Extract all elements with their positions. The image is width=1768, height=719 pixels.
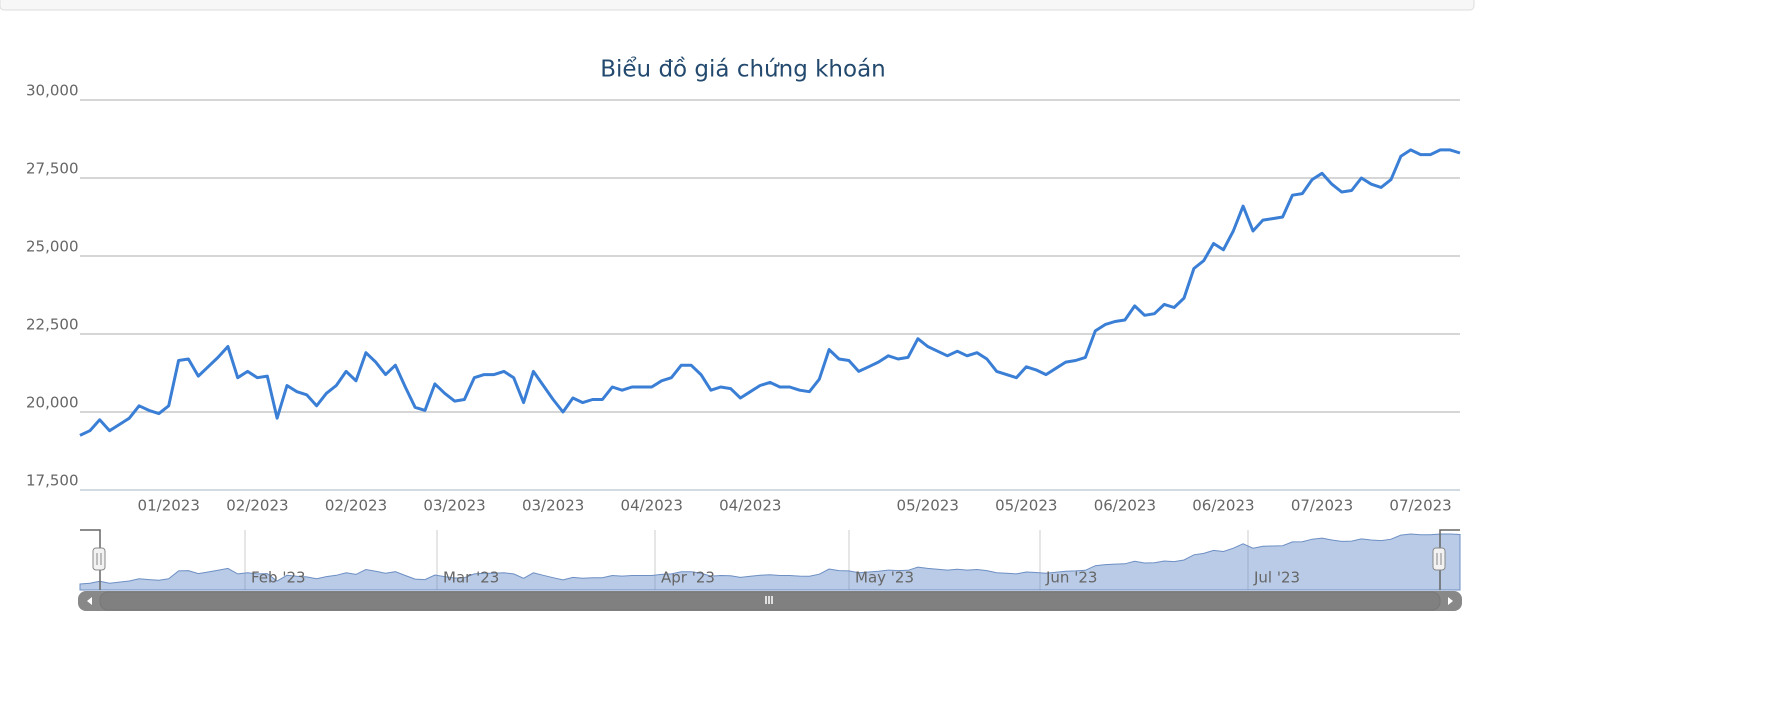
scrollbar-grip bbox=[765, 596, 773, 604]
x-tick-label: 03/2023 bbox=[423, 497, 485, 515]
navigator-label: Apr '23 bbox=[661, 569, 715, 587]
price-line bbox=[79, 148, 1461, 437]
top-panel bbox=[0, 0, 1475, 11]
navigator-label: Feb '23 bbox=[251, 569, 306, 587]
x-tick-label: 02/2023 bbox=[226, 497, 288, 515]
x-tick-label: 04/2023 bbox=[621, 497, 683, 515]
x-tick-label: 01/2023 bbox=[138, 497, 200, 515]
y-tick-label: 22,500 bbox=[26, 316, 79, 334]
x-tick-label: 07/2023 bbox=[1291, 497, 1353, 515]
x-tick-label: 04/2023 bbox=[719, 497, 781, 515]
handle-grip bbox=[1436, 553, 1442, 565]
y-tick-label: 30,000 bbox=[26, 82, 79, 100]
scrollbar-thumb[interactable] bbox=[99, 591, 1441, 611]
x-tick-label: 05/2023 bbox=[995, 497, 1057, 515]
y-tick-label: 25,000 bbox=[26, 238, 79, 256]
chart-title: Biểu đồ giá chứng khoán bbox=[600, 57, 886, 83]
handle-grip bbox=[96, 553, 102, 565]
x-tick-label: 05/2023 bbox=[897, 497, 959, 515]
scroll-left[interactable] bbox=[87, 597, 92, 605]
x-tick-label: 06/2023 bbox=[1192, 497, 1254, 515]
y-tick-label: 27,500 bbox=[26, 160, 79, 178]
navigator-label: May '23 bbox=[855, 569, 914, 587]
navigator-label: Mar '23 bbox=[443, 569, 499, 587]
x-tick-label: 07/2023 bbox=[1389, 497, 1451, 515]
x-tick-label: 03/2023 bbox=[522, 497, 584, 515]
navigator-label: Jul '23 bbox=[1253, 569, 1300, 587]
y-tick-label: 20,000 bbox=[26, 394, 79, 412]
navigator-handle[interactable] bbox=[1432, 547, 1446, 571]
x-tick-label: 02/2023 bbox=[325, 497, 387, 515]
x-tick-label: 06/2023 bbox=[1094, 497, 1156, 515]
navigator-label: Jun '23 bbox=[1045, 569, 1097, 587]
scroll-right[interactable] bbox=[1448, 597, 1453, 605]
navigator-handle[interactable] bbox=[92, 547, 106, 571]
y-tick-label: 17,500 bbox=[26, 472, 79, 490]
navigator-area bbox=[79, 533, 1461, 591]
